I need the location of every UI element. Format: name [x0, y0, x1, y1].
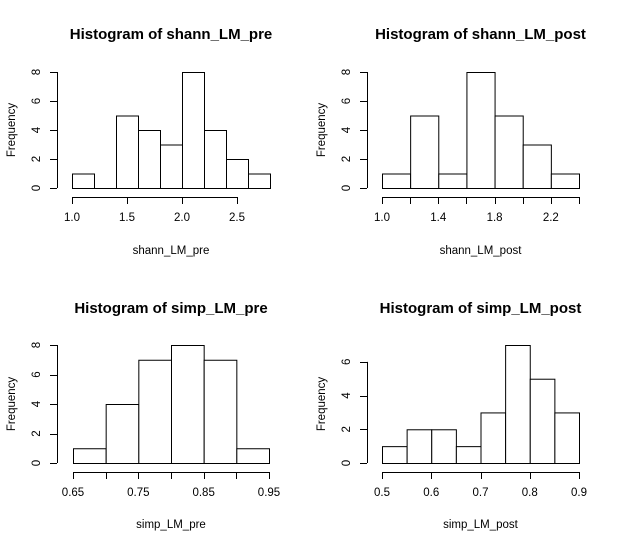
histogram-bar: [105, 404, 140, 464]
y-tick-label: 2: [31, 156, 43, 162]
x-axis-label: shann_LM_post: [440, 245, 523, 257]
histogram-bar: [480, 412, 507, 464]
chart-title: Histogram of simp_LM_post: [380, 300, 582, 317]
x-tick-label: 2.2: [543, 212, 559, 224]
histogram-bar: [226, 159, 249, 189]
histogram-bar: [203, 359, 238, 464]
histogram-bar: [171, 345, 205, 464]
y-tick-label: 6: [341, 359, 353, 365]
histogram-bar: [406, 429, 433, 464]
histogram-bar: [72, 173, 95, 189]
y-axis-label: Frequency: [316, 377, 328, 432]
x-tick-label: 0.65: [62, 487, 84, 499]
y-tick-label: 2: [341, 156, 353, 162]
x-axis-label: simp_LM_pre: [136, 519, 206, 531]
y-tick-label: 0: [341, 460, 353, 466]
y-tick-label: 4: [31, 400, 43, 407]
y-tick-label: 8: [31, 69, 43, 75]
histogram-bar: [382, 173, 412, 189]
histogram-bar: [438, 173, 468, 189]
y-tick-label: 8: [31, 342, 43, 348]
histogram-bar: [236, 448, 270, 464]
y-axis-label: Frequency: [6, 103, 18, 158]
y-tick-label: 4: [341, 126, 353, 133]
chart-title: Histogram of shann_LM_post: [375, 26, 586, 43]
histogram-bar: [160, 144, 183, 189]
x-tick-label: 0.5: [374, 487, 390, 499]
y-tick-label: 4: [341, 392, 353, 399]
x-tick-label: 1.4: [430, 212, 447, 224]
y-tick-label: 6: [31, 371, 43, 377]
histogram-bar: [529, 378, 556, 465]
y-tick-label: 6: [31, 98, 43, 104]
x-tick-label: 1.5: [119, 212, 135, 224]
x-tick-label: 0.6: [423, 487, 439, 499]
chart-title: Histogram of shann_LM_pre: [70, 26, 273, 43]
y-tick-label: 4: [31, 126, 43, 133]
histogram-bar: [204, 130, 227, 189]
histogram-bar: [116, 115, 139, 189]
histogram-bar: [248, 173, 271, 189]
histogram-bar: [550, 173, 580, 189]
x-tick-label: 0.7: [473, 487, 489, 499]
histogram-bar: [73, 448, 107, 464]
x-tick-label: 1.0: [64, 212, 80, 224]
y-axis-label: Frequency: [6, 377, 18, 432]
x-tick-label: 2.5: [229, 212, 245, 224]
x-tick-label: 0.8: [522, 487, 538, 499]
histogram-bar: [522, 144, 552, 189]
histogram-bar: [466, 72, 496, 189]
histogram-bar: [382, 446, 408, 464]
x-axis-label: shann_LM_pre: [133, 245, 210, 257]
histogram-bar: [455, 446, 482, 464]
x-tick-label: 0.9: [571, 487, 587, 499]
x-axis-label: simp_LM_post: [443, 519, 519, 531]
y-tick-label: 2: [341, 426, 353, 432]
histogram-bar: [410, 115, 440, 189]
histogram-bar: [494, 115, 524, 189]
y-tick-label: 0: [31, 185, 43, 191]
histogram-bar: [505, 345, 531, 464]
x-tick-label: 1.8: [487, 212, 503, 224]
histogram-bar: [431, 429, 457, 464]
x-tick-label: 1.0: [374, 212, 390, 224]
x-tick-label: 2.0: [174, 212, 190, 224]
histogram-bar: [554, 412, 580, 464]
x-tick-label: 0.75: [127, 487, 149, 499]
y-tick-label: 8: [341, 69, 353, 75]
y-tick-label: 0: [31, 460, 43, 466]
chart-title: Histogram of simp_LM_pre: [74, 300, 267, 317]
x-tick-label: 0.95: [258, 487, 280, 499]
x-tick-label: 0.85: [192, 487, 214, 499]
y-tick-label: 2: [31, 430, 43, 436]
histogram-bar: [182, 72, 205, 189]
histogram-bar: [138, 130, 161, 189]
y-tick-label: 0: [341, 185, 353, 191]
histogram-bar: [138, 359, 172, 464]
y-axis-label: Frequency: [316, 103, 328, 158]
y-tick-label: 6: [341, 98, 353, 104]
